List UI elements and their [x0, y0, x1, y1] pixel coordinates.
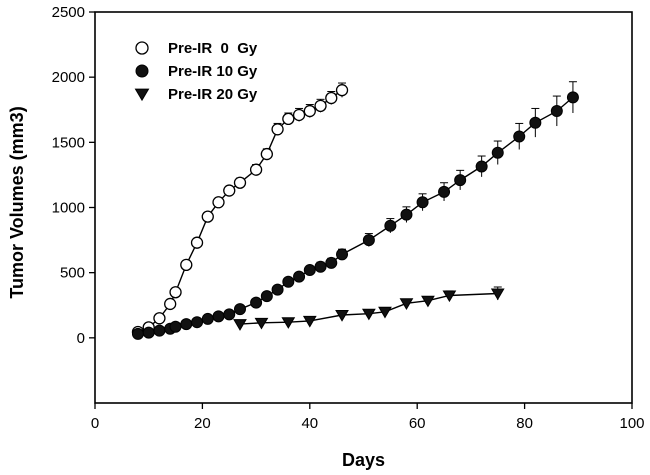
- y-tick-label: 0: [77, 330, 85, 347]
- data-point: [249, 163, 263, 176]
- data-point: [293, 270, 306, 283]
- data-point: [303, 104, 316, 118]
- data-point: [325, 91, 338, 105]
- data-point: [223, 308, 236, 321]
- data-point: [164, 297, 177, 311]
- data-point: [566, 91, 579, 104]
- data-point: [454, 174, 467, 187]
- data-point: [282, 275, 295, 288]
- x-tick-label: 20: [194, 415, 211, 432]
- data-point: [233, 176, 247, 189]
- data-point: [153, 324, 166, 337]
- data-point: [169, 286, 182, 299]
- y-tick-label: 2500: [52, 4, 85, 21]
- data-point: [438, 185, 451, 198]
- data-point: [292, 108, 306, 122]
- data-point: [191, 316, 204, 329]
- y-tick-label: 2000: [52, 69, 85, 86]
- x-tick-label: 60: [409, 415, 426, 432]
- legend-label: Pre-IR 20 Gy: [168, 86, 258, 103]
- data-point: [490, 288, 505, 301]
- data-point: [442, 290, 457, 303]
- data-point: [233, 319, 247, 331]
- data-point: [325, 256, 338, 269]
- y-tick-label: 1000: [52, 200, 85, 217]
- legend-marker: [135, 41, 149, 55]
- x-axis-title: Days: [342, 450, 385, 470]
- data-point: [201, 312, 214, 325]
- data-point: [336, 248, 349, 261]
- data-point: [250, 296, 263, 309]
- data-point: [142, 326, 155, 339]
- data-point: [131, 327, 144, 340]
- data-point: [475, 160, 488, 173]
- data-point: [271, 283, 284, 296]
- y-tick-label: 1500: [52, 134, 85, 151]
- data-point: [180, 318, 193, 331]
- data-point: [303, 264, 316, 277]
- data-point: [362, 234, 375, 247]
- y-axis-title: Tumor Volumes (mm3): [7, 106, 27, 298]
- data-point: [233, 303, 246, 316]
- data-point: [335, 84, 349, 97]
- data-point: [190, 236, 204, 249]
- data-point: [361, 308, 376, 321]
- data-point: [550, 105, 563, 118]
- series-1: [131, 82, 349, 339]
- x-tick-label: 80: [516, 415, 533, 432]
- data-point: [384, 219, 397, 232]
- x-tick-label: 0: [91, 415, 99, 432]
- data-point: [491, 146, 504, 159]
- legend: Pre-IR 0 Gy Pre-IR 10 Gy Pre-IR 20 Gy: [134, 40, 258, 103]
- data-point: [400, 208, 413, 221]
- data-point: [212, 196, 225, 209]
- data-point: [281, 317, 296, 329]
- data-point: [399, 298, 414, 310]
- data-point: [201, 210, 214, 223]
- data-point: [302, 315, 317, 328]
- data-point: [282, 112, 295, 126]
- data-point: [254, 317, 269, 330]
- data-point: [260, 147, 273, 161]
- series-layer: [131, 81, 579, 340]
- data-point: [513, 130, 526, 143]
- data-point: [180, 258, 193, 271]
- data-point: [223, 184, 236, 197]
- data-point: [421, 295, 435, 308]
- data-point: [314, 99, 327, 112]
- x-tick-label: 100: [619, 415, 644, 432]
- legend-marker: [134, 88, 150, 102]
- y-tick-label: 500: [60, 265, 85, 282]
- data-point: [314, 260, 327, 273]
- data-point: [260, 290, 273, 303]
- data-point: [212, 310, 225, 323]
- legend-label: Pre-IR 0 Gy: [168, 40, 258, 57]
- series-3: [233, 286, 505, 331]
- data-point: [416, 196, 429, 209]
- data-point: [169, 320, 182, 333]
- x-tick-label: 40: [301, 415, 318, 432]
- series-2: [131, 81, 579, 340]
- data-point: [335, 310, 349, 322]
- legend-marker: [135, 64, 149, 78]
- data-point: [271, 123, 284, 136]
- data-point: [153, 312, 166, 325]
- legend-label: Pre-IR 10 Gy: [168, 63, 258, 80]
- series-line: [137, 89, 343, 333]
- data-point: [529, 116, 542, 129]
- data-point: [378, 306, 392, 319]
